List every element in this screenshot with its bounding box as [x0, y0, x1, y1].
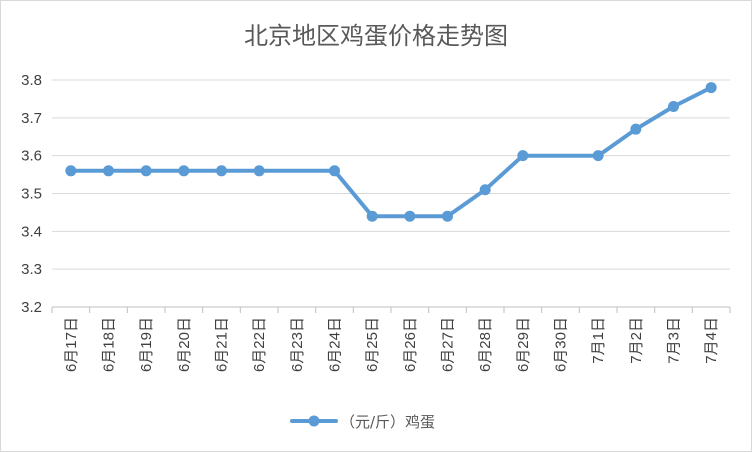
data-point [140, 165, 152, 177]
y-tick-label: 3.8 [21, 72, 42, 89]
y-tick-label: 3.4 [21, 223, 42, 240]
data-point [517, 150, 529, 162]
y-tick-label: 3.3 [21, 261, 42, 278]
y-tick-label: 3.2 [21, 299, 42, 316]
legend: （元/斤）鸡蛋 [290, 413, 435, 431]
x-tick-label: 6月28日 [477, 317, 494, 372]
data-point [65, 165, 77, 177]
legend-label: （元/斤）鸡蛋 [340, 413, 435, 431]
x-tick-label: 6月25日 [364, 317, 381, 372]
y-axis-ticks: 3.2 3.3 3.4 3.5 3.6 3.7 3.8 [21, 72, 42, 316]
data-point [103, 165, 114, 177]
x-tick-label: 7月4日 [703, 317, 720, 364]
y-tick-label: 3.5 [21, 186, 42, 203]
data-point [442, 210, 453, 222]
x-tick-label: 6月23日 [289, 317, 306, 372]
data-point [668, 100, 679, 112]
x-axis-ticks: 6月17日 6月18日 6月19日 6月20日 6月21日 6月22日 6月23日 6月24日… [63, 317, 720, 372]
x-tick-label: 7月1日 [590, 317, 607, 364]
y-tick-label: 3.6 [21, 148, 42, 165]
x-tick-label: 6月18日 [101, 317, 118, 372]
legend-marker [308, 415, 320, 427]
series-egg-price [65, 82, 717, 222]
x-axis [51, 306, 731, 313]
data-point [592, 150, 604, 162]
gridlines [52, 79, 730, 270]
data-point [178, 165, 190, 177]
chart-title: 北京地区鸡蛋价格走势图 [244, 22, 508, 50]
data-point [630, 123, 642, 135]
x-tick-label: 6月27日 [440, 317, 457, 372]
x-tick-label: 6月21日 [214, 317, 231, 372]
x-tick-label: 6月24日 [327, 317, 344, 372]
data-point [216, 165, 227, 177]
x-tick-label: 6月17日 [63, 317, 80, 372]
x-tick-label: 6月29日 [515, 317, 532, 372]
x-tick-label: 6月30日 [553, 317, 570, 372]
x-tick-label: 6月26日 [402, 317, 419, 372]
x-tick-label: 6月20日 [176, 317, 193, 372]
data-point [329, 165, 340, 177]
x-tick-label: 6月19日 [138, 317, 155, 372]
x-tick-label: 7月2日 [628, 317, 645, 364]
data-point [404, 210, 416, 222]
y-tick-label: 3.7 [21, 110, 42, 127]
data-point [366, 210, 378, 222]
data-point [253, 165, 265, 177]
x-tick-label: 7月3日 [666, 317, 683, 364]
data-point [479, 184, 491, 196]
series-line [68, 85, 714, 219]
data-point [705, 82, 717, 94]
x-tick-label: 6月22日 [251, 317, 268, 372]
